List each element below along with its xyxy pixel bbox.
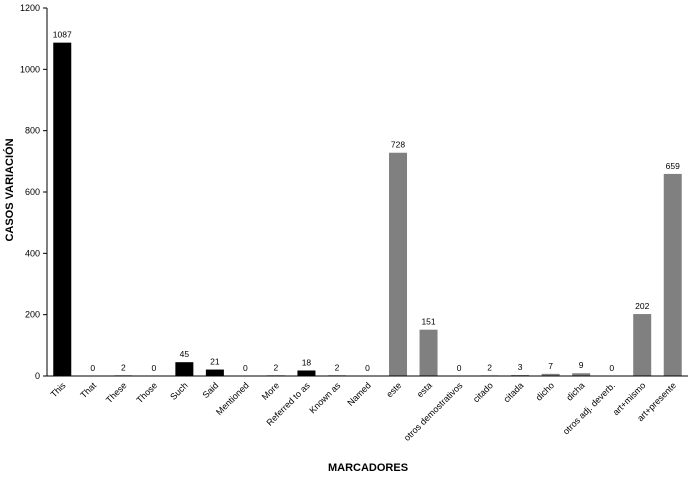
y-tick-label: 0 (35, 371, 40, 381)
category-label: dicha (564, 380, 586, 402)
bar (205, 369, 224, 376)
y-axis-ticks: 0 200 400 600 800 1000 1200 (20, 3, 47, 381)
bar-value-label: 0 (609, 363, 614, 373)
bar-value-label: 0 (243, 363, 248, 373)
data-labels-group: 1087 0 2 0 45 21 0 2 18 2 0 728 151 0 2 3 7 9 0 202 659 (53, 30, 680, 373)
category-label: More (260, 380, 282, 402)
category-label: este (384, 380, 403, 399)
bar (175, 362, 194, 376)
bar (663, 173, 682, 376)
bar (389, 152, 408, 376)
bar-value-label: 728 (391, 140, 405, 150)
bar (53, 42, 72, 377)
category-label: Those (134, 380, 159, 405)
y-tick-label: 400 (25, 248, 40, 258)
category-label: otros demostrativos (402, 380, 465, 443)
category-label: Mentioned (214, 380, 251, 417)
bar (633, 314, 652, 376)
y-tick-label: 800 (25, 126, 40, 136)
bar-value-label: 2 (335, 362, 340, 372)
bar-value-label: 1087 (53, 30, 72, 40)
bar-value-label: 45 (180, 349, 190, 359)
bar-value-label: 9 (579, 360, 584, 370)
bar-value-label: 18 (302, 357, 312, 367)
bar-value-label: 0 (365, 363, 370, 373)
x-axis-title: MARCADORES (328, 462, 408, 474)
bar-value-label: 2 (274, 362, 279, 372)
bar-value-label: 202 (635, 301, 649, 311)
category-label: Said (200, 380, 220, 400)
y-tick-label: 200 (25, 310, 40, 320)
bar-value-label: 2 (121, 362, 126, 372)
category-label: These (104, 380, 129, 405)
bar (572, 373, 591, 376)
bar-value-label: 21 (210, 357, 220, 367)
bar (419, 329, 438, 376)
category-label: otros adj. deverb. (561, 380, 617, 436)
bar-value-label: 659 (666, 161, 680, 171)
bar (297, 370, 316, 376)
bar-value-label: 0 (90, 363, 95, 373)
category-label: This (49, 380, 68, 399)
bar-value-label: 2 (487, 362, 492, 372)
bar-value-label: 0 (151, 363, 156, 373)
bar (541, 373, 560, 376)
bar-value-label: 0 (457, 363, 462, 373)
category-label: Such (168, 380, 190, 402)
category-label: That (78, 380, 98, 400)
bar-value-label: 7 (548, 361, 553, 371)
category-label: citado (471, 380, 495, 404)
bars-group (53, 42, 682, 377)
category-label: esta (415, 380, 434, 399)
category-label: dicho (534, 380, 556, 402)
y-axis-title: CASOS VARIACIÓN (3, 138, 16, 241)
category-label: Named (345, 380, 373, 408)
y-tick-label: 600 (25, 187, 40, 197)
bar-value-label: 3 (518, 362, 523, 372)
category-label: Known as (307, 380, 342, 415)
y-tick-label: 1000 (20, 64, 40, 74)
category-label: citada (501, 380, 525, 404)
y-tick-label: 1200 (20, 3, 40, 13)
bar-value-label: 151 (421, 317, 435, 327)
